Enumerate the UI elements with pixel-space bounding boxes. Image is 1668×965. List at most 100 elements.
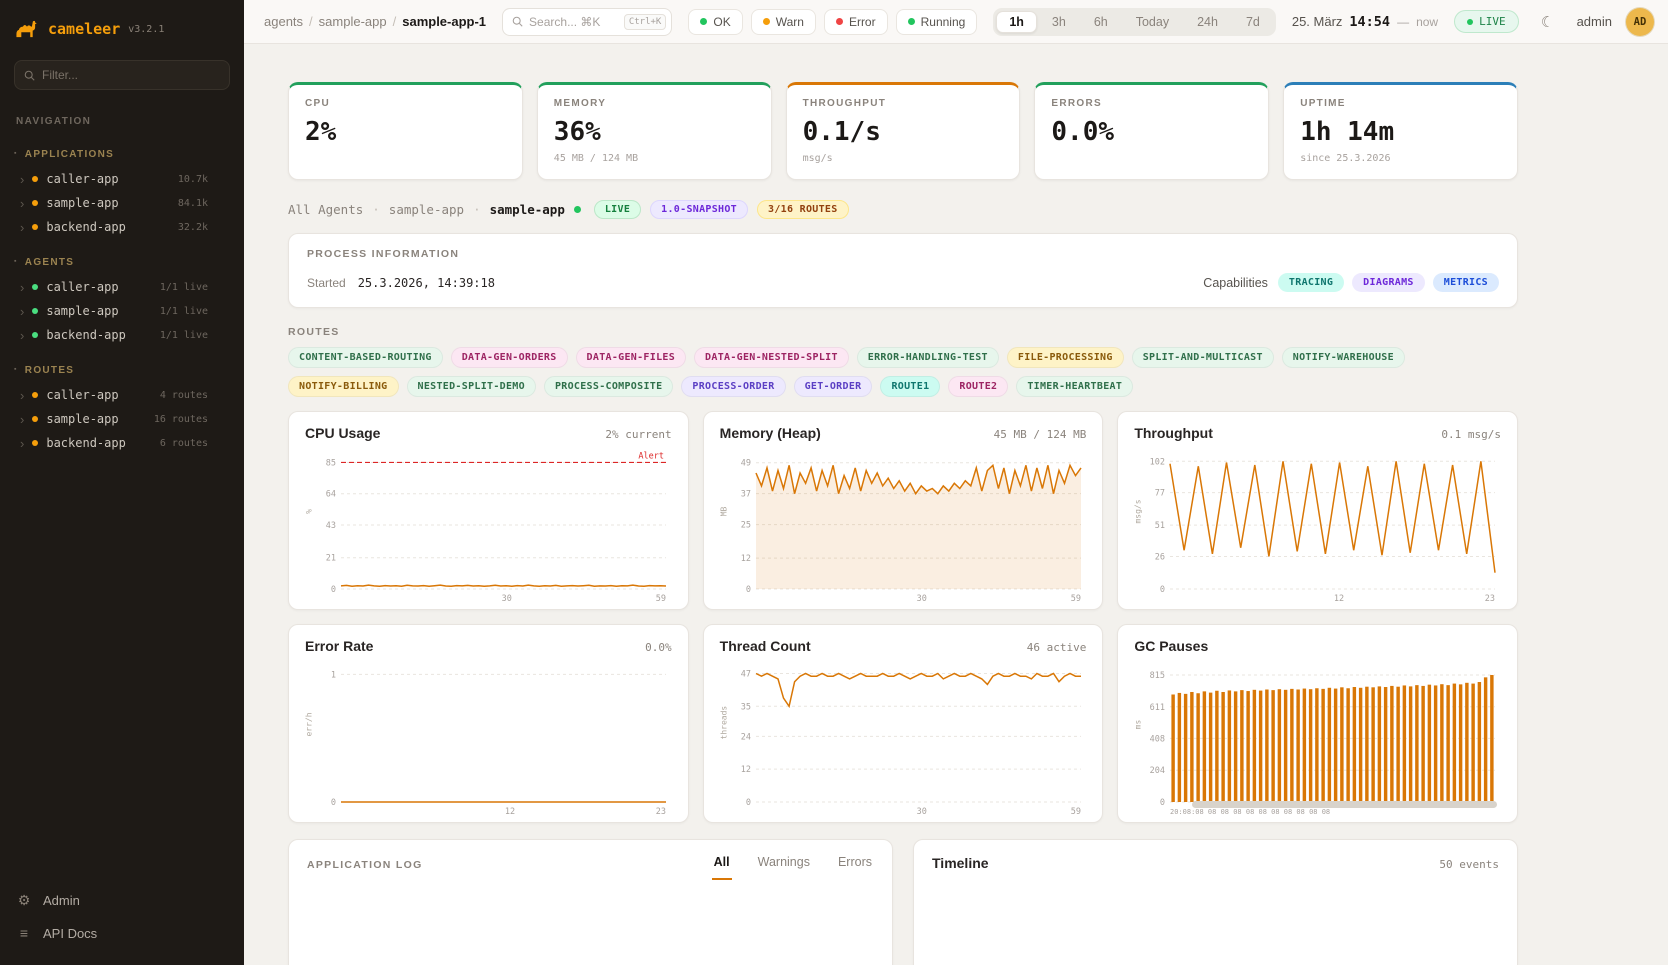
chart-current-value: 45 MB / 124 MB <box>993 428 1087 441</box>
theme-toggle[interactable]: ☾ <box>1533 7 1563 37</box>
route-badge-timer-heartbeat[interactable]: TIMER-HEARTBEAT <box>1016 376 1134 397</box>
status-dot <box>32 440 39 446</box>
chart-title: CPU Usage <box>305 425 381 441</box>
user-label: admin <box>1576 14 1612 29</box>
stat-label: THROUGHPUT <box>802 98 887 109</box>
route-badge-error-handling-test[interactable]: ERROR-HANDLING-TEST <box>856 347 999 368</box>
sidebar-footer-label: API Docs <box>43 925 98 941</box>
status-dot <box>32 392 39 398</box>
time-range-3h[interactable]: 3h <box>1039 11 1079 33</box>
sidebar-footer-api-docs[interactable]: ≡ API Docs <box>0 917 244 949</box>
sidebar-item-routes-backend-app[interactable]: › backend-app 6 routes <box>0 431 244 455</box>
status-filter-warn[interactable]: Warn <box>750 8 816 35</box>
chevron-right-icon: › <box>20 411 25 427</box>
capability-badge-tracing: TRACING <box>1277 273 1345 292</box>
process-info-title: PROCESS INFORMATION <box>307 248 460 260</box>
avatar[interactable]: AD <box>1626 7 1654 36</box>
svg-text:0: 0 <box>1160 798 1165 808</box>
sidebar-item-applications-caller-app[interactable]: › caller-app 10.7k <box>0 167 244 191</box>
sidebar-item-agents-caller-app[interactable]: › caller-app 1/1 live <box>0 275 244 299</box>
time-range-6h[interactable]: 6h <box>1081 11 1121 33</box>
logo[interactable]: cameleer v3.2.1 <box>0 16 244 42</box>
chart-title: Thread Count <box>719 638 811 654</box>
sidebar-footer: ⚙ Admin ≡ API Docs <box>0 874 244 949</box>
route-badge-route1[interactable]: ROUTE1 <box>880 376 941 397</box>
log-tab-all[interactable]: All <box>711 855 732 880</box>
sidebar-item-routes-sample-app[interactable]: › sample-app 16 routes <box>0 407 244 431</box>
svg-text:12: 12 <box>1334 594 1344 603</box>
route-badge-get-order[interactable]: GET-ORDER <box>793 376 873 397</box>
sidebar-item-agents-backend-app[interactable]: › backend-app 1/1 live <box>0 323 244 347</box>
sidebar-item-agents-sample-app[interactable]: › sample-app 1/1 live <box>0 299 244 323</box>
live-badge[interactable]: LIVE <box>1454 10 1519 33</box>
started-group: Started 25.3.2026, 14:39:18 <box>307 276 495 290</box>
agent-crumb-sample-app[interactable]: sample-app <box>388 202 465 217</box>
svg-text:43: 43 <box>326 521 336 531</box>
breadcrumb-item-sample-app[interactable]: sample-app <box>318 14 387 29</box>
svg-text:0: 0 <box>746 798 751 808</box>
sidebar-item-applications-backend-app[interactable]: › backend-app 32.2k <box>0 215 244 239</box>
breadcrumb-item-sample-app-1[interactable]: sample-app-1 <box>402 14 487 29</box>
agent-crumb-sample-app[interactable]: sample-app <box>489 202 565 217</box>
chart-canvas-throughput: 0 26 51 77 102 12 23 <box>1150 457 1497 603</box>
sidebar-item-applications-sample-app[interactable]: › sample-app 84.1k <box>0 191 244 215</box>
started-value: 25.3.2026, 14:39:18 <box>357 275 495 290</box>
svg-text:59: 59 <box>656 594 666 603</box>
filter-box <box>14 60 230 90</box>
sidebar-item-badge: 1/1 live <box>159 281 208 293</box>
time-range-24h[interactable]: 24h <box>1184 11 1231 33</box>
agent-badges: LIVE 1.0-SNAPSHOT 3/16 ROUTES <box>593 200 849 219</box>
chart-threads: Thread Count 46 active threads 0 12 24 35 47 30 5… <box>702 624 1104 823</box>
status-dot <box>32 200 39 206</box>
route-badge-process-order[interactable]: PROCESS-ORDER <box>681 376 786 397</box>
route-badge-data-gen-files[interactable]: DATA-GEN-FILES <box>575 347 687 368</box>
datetime-picker[interactable]: 25. März 14:54 — now <box>1292 14 1438 30</box>
sidebar-item-label: caller-app <box>46 388 119 402</box>
status-filter-running[interactable]: Running <box>895 8 978 35</box>
route-badge-data-gen-orders[interactable]: DATA-GEN-ORDERS <box>450 347 568 368</box>
chart-current-value: 2% current <box>605 428 672 441</box>
stat-value: 0.0% <box>1051 117 1115 147</box>
chart-body: err/h 0 1 12 23 <box>305 658 672 816</box>
search-box[interactable]: Search... ⌘K Ctrl+K <box>502 7 673 36</box>
capabilities-label: Capabilities <box>1203 275 1268 290</box>
time-range-1h[interactable]: 1h <box>996 10 1037 33</box>
svg-text:Alert: Alert <box>638 451 664 461</box>
filter-input[interactable] <box>42 68 220 82</box>
sidebar-item-routes-caller-app[interactable]: › caller-app 4 routes <box>0 383 244 407</box>
breadcrumb-item-agents[interactable]: agents <box>264 14 304 29</box>
status-filter-ok[interactable]: OK <box>688 8 743 35</box>
horizontal-scrollbar[interactable] <box>1192 801 1497 808</box>
route-badge-process-composite[interactable]: PROCESS-COMPOSITE <box>543 376 674 397</box>
status-filter-error[interactable]: Error <box>823 8 888 35</box>
chart-canvas-errors: 0 1 12 23 <box>331 670 666 816</box>
route-badge-content-based-routing[interactable]: CONTENT-BASED-ROUTING <box>288 347 443 368</box>
svg-text:0: 0 <box>331 798 336 808</box>
log-tab-errors[interactable]: Errors <box>836 855 874 880</box>
time-range-7d[interactable]: 7d <box>1233 11 1273 33</box>
sidebar-footer-label: Admin <box>43 893 80 908</box>
chart-title: Error Rate <box>305 638 374 654</box>
breadcrumb: agents / sample-app / sample-app-1 <box>264 14 486 29</box>
route-badge-notify-billing[interactable]: NOTIFY-BILLING <box>288 376 399 397</box>
svg-text:0: 0 <box>331 585 336 595</box>
route-badge-nested-split-demo[interactable]: NESTED-SPLIT-DEMO <box>406 376 536 397</box>
sidebar-footer-admin[interactable]: ⚙ Admin <box>0 884 244 917</box>
live-label: LIVE <box>1479 15 1506 28</box>
chart-title: Throughput <box>1134 425 1213 441</box>
log-tab-warnings[interactable]: Warnings <box>756 855 812 880</box>
time-range-today[interactable]: Today <box>1123 11 1182 33</box>
route-badge-route2[interactable]: ROUTE2 <box>948 376 1009 397</box>
stat-cards: CPU 2% MEMORY 36% 45 MB / 124 MB THROUGHPUT 0.… <box>288 82 1518 180</box>
chart-body: threads 0 12 24 35 47 30 59 <box>719 658 1087 816</box>
chevron-right-icon: › <box>20 219 25 235</box>
route-badge-data-gen-nested-split[interactable]: DATA-GEN-NESTED-SPLIT <box>694 347 849 368</box>
svg-text:21: 21 <box>326 554 336 564</box>
route-badge-file-processing[interactable]: FILE-PROCESSING <box>1006 347 1124 368</box>
svg-text:77: 77 <box>1155 489 1165 499</box>
route-badge-notify-warehouse[interactable]: NOTIFY-WAREHOUSE <box>1281 347 1405 368</box>
agent-crumb-all-agents[interactable]: All Agents <box>288 202 364 217</box>
route-badge-split-and-multicast[interactable]: SPLIT-AND-MULTICAST <box>1131 347 1274 368</box>
sidebar-item-badge: 6 routes <box>159 437 208 449</box>
svg-text:59: 59 <box>1070 594 1080 603</box>
